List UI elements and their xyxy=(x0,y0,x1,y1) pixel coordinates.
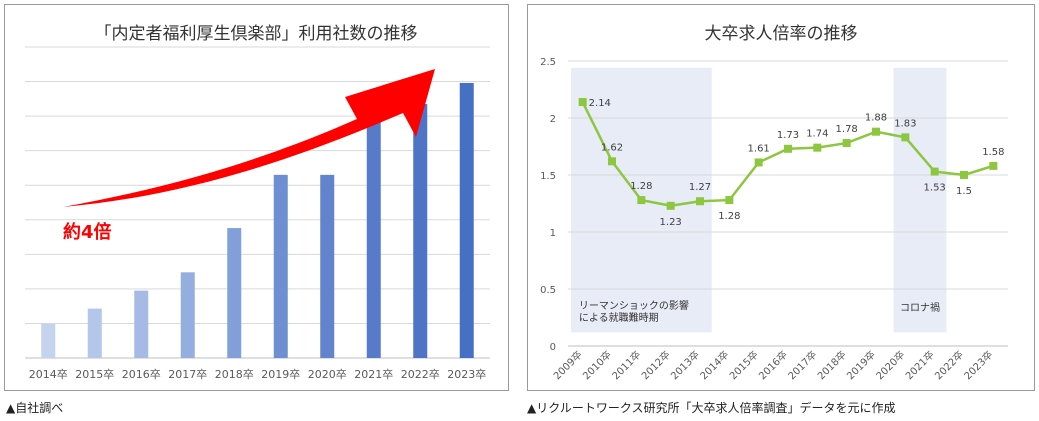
x-tick-label: 2012卒 xyxy=(639,348,673,382)
bar-2016卒 xyxy=(134,290,149,358)
data-point xyxy=(960,171,968,179)
data-label: 1.23 xyxy=(660,217,682,228)
data-label: 1.88 xyxy=(865,113,887,124)
data-label: 1.62 xyxy=(601,142,623,153)
x-tick-label: 2020卒 xyxy=(873,348,907,382)
shaded-region xyxy=(893,67,947,333)
y-tick-label: 1.5 xyxy=(540,171,556,182)
x-tick-label: 2016卒 xyxy=(756,348,790,382)
data-point xyxy=(901,133,910,142)
data-label: 1.5 xyxy=(956,186,972,197)
y-tick-label: 2 xyxy=(550,114,556,125)
bar-2022卒 xyxy=(413,104,428,359)
bar-chart-panel: 「内定者福利厚生倶楽部」利用社数の推移 2014卒 2015卒 2016卒 2017卒 2… xyxy=(4,4,509,391)
source-caption-right: ▲リクルートワークス研究所「大卒求人倍率調査」データを元に作成 xyxy=(527,401,896,415)
bars xyxy=(41,82,474,359)
data-point xyxy=(666,201,675,210)
x-tick-label: 2014卒 xyxy=(697,348,731,382)
chart-title: 大卒求人倍率の推移 xyxy=(705,24,858,44)
data-label: 1.28 xyxy=(630,181,652,192)
source-caption-left: ▲自社調べ xyxy=(6,401,64,415)
data-point xyxy=(725,196,734,205)
data-labels: 2.14 1.62 1.28 1.23 1.27 1.28 1.61 1.73 1.74 1.78… xyxy=(589,98,1005,228)
line-chart-panel: 大卒求人倍率の推移リーマンショックの影響 による就職難時期 コロナ禍 0 0.5 1 1.5… xyxy=(527,4,1035,391)
x-tick-label: 2009卒 xyxy=(551,348,585,382)
x-tick-label: 2023卒 xyxy=(447,367,486,381)
data-point xyxy=(989,161,998,170)
growth-arrow xyxy=(63,69,435,207)
data-label: 1.74 xyxy=(806,129,828,140)
data-point xyxy=(637,196,646,205)
x-tick-label: 2021卒 xyxy=(354,367,393,381)
y-tick-label: 2.5 xyxy=(540,57,556,68)
data-point xyxy=(872,127,880,136)
x-tick-label: 2017卒 xyxy=(168,367,207,381)
bar-2020卒 xyxy=(320,174,335,358)
bar-2021卒 xyxy=(366,120,381,358)
gridlines xyxy=(25,46,490,359)
x-tick-label: 2013卒 xyxy=(668,348,702,382)
x-tick-label: 2015卒 xyxy=(727,348,761,382)
bar-2015卒 xyxy=(87,308,102,358)
y-tick-label: 0 xyxy=(550,342,556,353)
data-point xyxy=(754,158,763,167)
data-label: 1.53 xyxy=(924,183,946,194)
data-label: 1.78 xyxy=(836,124,858,135)
x-tick-label: 2018卒 xyxy=(815,348,849,382)
bar-2019卒 xyxy=(273,174,288,358)
data-point xyxy=(784,144,792,153)
x-tick-label: 2010卒 xyxy=(580,348,614,382)
x-tick-label: 2015卒 xyxy=(75,367,114,381)
data-point xyxy=(696,197,704,206)
bar-2017卒 xyxy=(180,272,195,358)
x-tick-label: 2021卒 xyxy=(903,348,937,382)
data-label: 1.61 xyxy=(748,143,770,154)
data-label: 2.14 xyxy=(589,98,611,109)
x-tick-label: 2018卒 xyxy=(215,367,254,381)
data-point xyxy=(578,98,587,107)
data-label: 1.73 xyxy=(777,130,799,141)
shaded-region-label: リーマンショックの影響 xyxy=(579,299,689,312)
x-tick-label: 2023卒 xyxy=(961,348,995,382)
x-tick-label: 2019卒 xyxy=(261,367,300,381)
data-label: 1.83 xyxy=(894,118,916,129)
y-tick-label: 0.5 xyxy=(540,285,556,296)
data-point xyxy=(608,157,616,166)
x-tick-label: 2019卒 xyxy=(844,348,878,382)
shaded-region-label: による就職難時期 xyxy=(579,311,659,324)
data-label: 1.58 xyxy=(982,147,1004,158)
data-point xyxy=(930,167,939,176)
data-point xyxy=(813,143,822,152)
bar-2014卒 xyxy=(41,323,56,358)
x-tick-label: 2022卒 xyxy=(401,367,440,381)
x-tick-label: 2016卒 xyxy=(122,367,161,381)
x-tick-label: 2022卒 xyxy=(932,348,966,382)
chart-title: 「内定者福利厚生倶楽部」利用社数の推移 xyxy=(95,24,418,44)
x-tick-label: 2017卒 xyxy=(785,348,819,382)
x-tick-labels: 2014卒 2015卒 2016卒 2017卒 2018卒 2019卒 2020卒 2021卒… xyxy=(29,367,487,381)
data-point xyxy=(842,139,851,148)
data-label: 1.28 xyxy=(718,211,740,222)
growth-annotation: 約4倍 xyxy=(63,221,112,243)
bar-2018卒 xyxy=(227,228,242,358)
x-tick-labels: 2009卒2010卒2011卒2012卒2013卒2014卒2015卒2016卒… xyxy=(551,348,996,382)
x-tick-label: 2020卒 xyxy=(308,367,347,381)
x-tick-label: 2014卒 xyxy=(29,367,68,381)
bar-2023卒 xyxy=(459,82,474,358)
shaded-region-label: コロナ禍 xyxy=(900,301,940,314)
series xyxy=(578,98,998,210)
growth-arrow-shape xyxy=(63,69,435,207)
y-tick-label: 1 xyxy=(550,228,556,239)
x-tick-label: 2011卒 xyxy=(609,348,643,382)
data-label: 1.27 xyxy=(689,182,711,193)
